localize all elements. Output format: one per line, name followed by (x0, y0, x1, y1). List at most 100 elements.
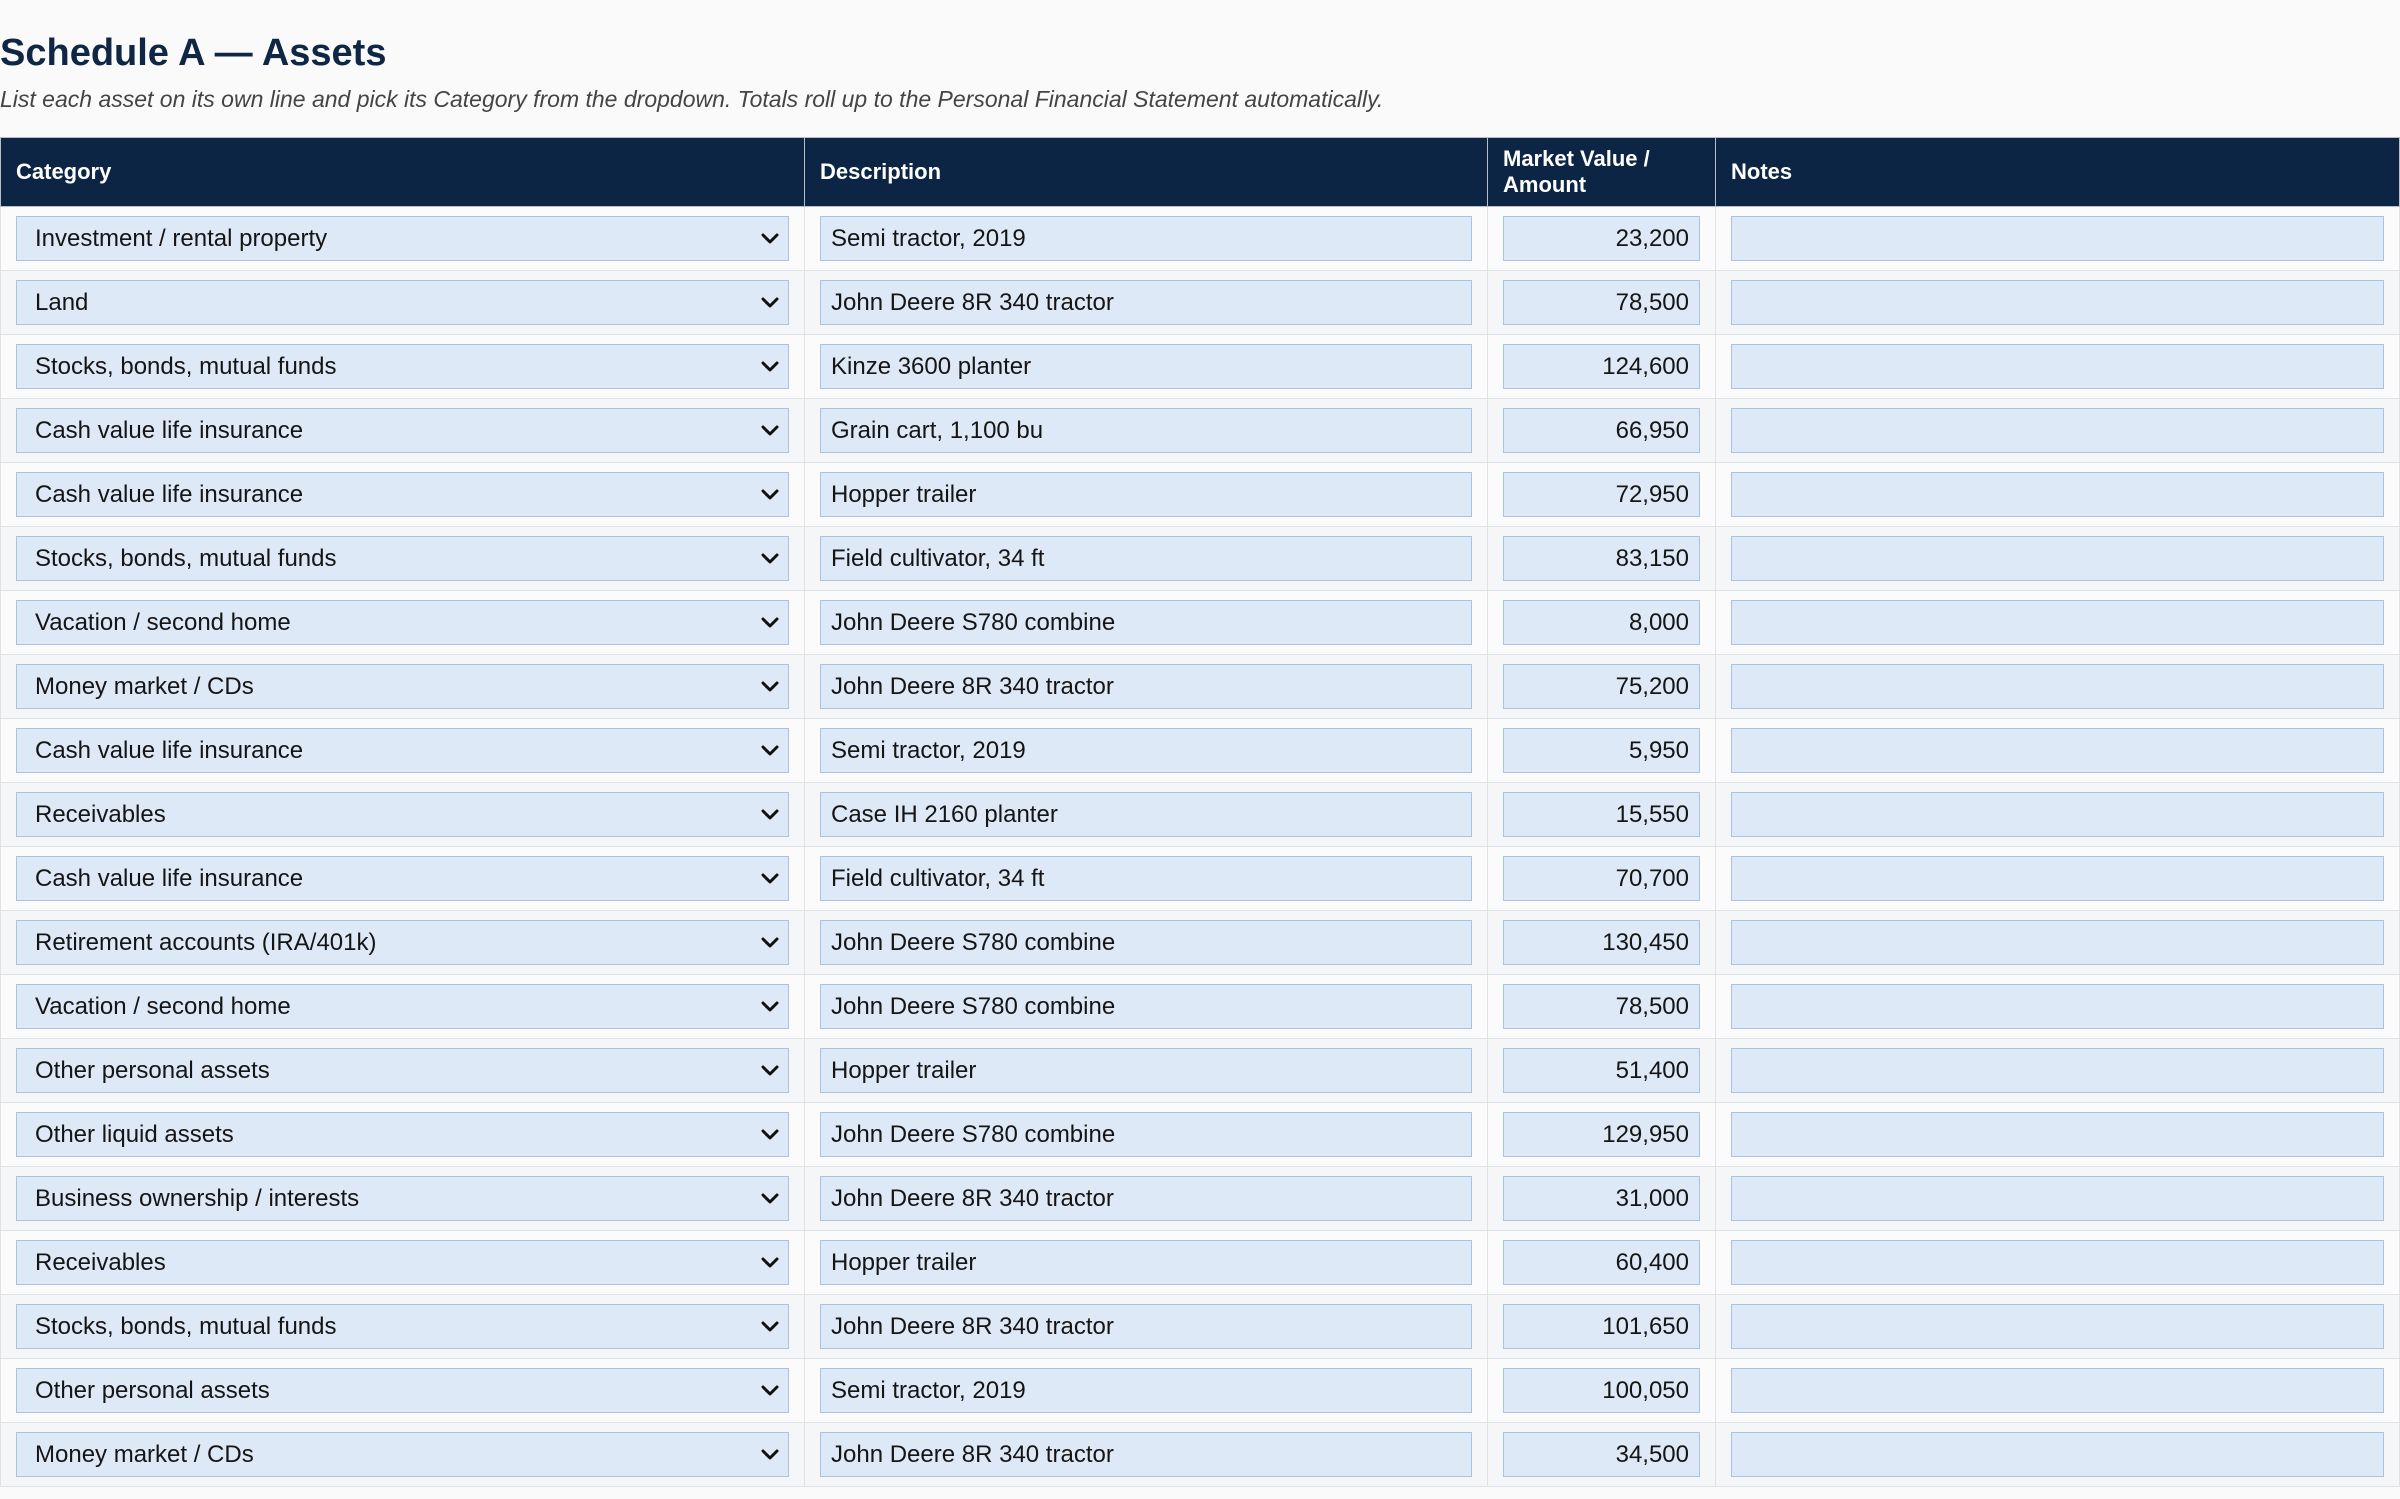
description-input[interactable]: Hopper trailer (820, 1240, 1472, 1285)
description-input[interactable]: Semi tractor, 2019 (820, 1368, 1472, 1413)
amount-input[interactable]: 8,000 (1503, 600, 1700, 645)
chevron-down-icon[interactable] (758, 281, 782, 324)
amount-input[interactable]: 100,050 (1503, 1368, 1700, 1413)
chevron-down-icon[interactable] (758, 793, 782, 836)
category-select[interactable]: Stocks, bonds, mutual funds (16, 536, 789, 581)
category-select[interactable]: Other personal assets (16, 1048, 789, 1093)
amount-input[interactable]: 66,950 (1503, 408, 1700, 453)
chevron-down-icon[interactable] (758, 1177, 782, 1220)
amount-input[interactable]: 31,000 (1503, 1176, 1700, 1221)
chevron-down-icon[interactable] (758, 729, 782, 772)
description-input[interactable]: John Deere S780 combine (820, 600, 1472, 645)
chevron-down-icon[interactable] (758, 409, 782, 452)
category-select[interactable]: Money market / CDs (16, 1432, 789, 1477)
category-select[interactable]: Receivables (16, 792, 789, 837)
chevron-down-icon[interactable] (758, 601, 782, 644)
description-input[interactable]: John Deere S780 combine (820, 984, 1472, 1029)
chevron-down-icon[interactable] (758, 921, 782, 964)
amount-input[interactable]: 70,700 (1503, 856, 1700, 901)
category-select[interactable]: Money market / CDs (16, 664, 789, 709)
amount-input[interactable]: 78,500 (1503, 280, 1700, 325)
category-select[interactable]: Land (16, 280, 789, 325)
description-input[interactable]: Kinze 3600 planter (820, 344, 1472, 389)
category-select[interactable]: Cash value life insurance (16, 472, 789, 517)
category-select[interactable]: Investment / rental property (16, 216, 789, 261)
notes-input[interactable] (1731, 1112, 2384, 1157)
amount-input[interactable]: 51,400 (1503, 1048, 1700, 1093)
notes-input[interactable] (1731, 280, 2384, 325)
category-select[interactable]: Receivables (16, 1240, 789, 1285)
notes-input[interactable] (1731, 856, 2384, 901)
category-select[interactable]: Vacation / second home (16, 600, 789, 645)
category-select[interactable]: Cash value life insurance (16, 408, 789, 453)
category-select[interactable]: Retirement accounts (IRA/401k) (16, 920, 789, 965)
amount-input[interactable]: 75,200 (1503, 664, 1700, 709)
amount-input[interactable]: 23,200 (1503, 216, 1700, 261)
notes-input[interactable] (1731, 920, 2384, 965)
notes-input[interactable] (1731, 664, 2384, 709)
description-input[interactable]: Semi tractor, 2019 (820, 728, 1472, 773)
description-input[interactable]: Field cultivator, 34 ft (820, 536, 1472, 581)
description-input[interactable]: Grain cart, 1,100 bu (820, 408, 1472, 453)
chevron-down-icon[interactable] (758, 665, 782, 708)
amount-input[interactable]: 129,950 (1503, 1112, 1700, 1157)
description-input[interactable]: John Deere 8R 340 tractor (820, 280, 1472, 325)
chevron-down-icon[interactable] (758, 473, 782, 516)
description-input[interactable]: Hopper trailer (820, 472, 1472, 517)
notes-input[interactable] (1731, 1368, 2384, 1413)
amount-input[interactable]: 5,950 (1503, 728, 1700, 773)
category-select[interactable]: Other personal assets (16, 1368, 789, 1413)
category-select[interactable]: Other liquid assets (16, 1112, 789, 1157)
amount-input[interactable]: 15,550 (1503, 792, 1700, 837)
notes-input[interactable] (1731, 1304, 2384, 1349)
description-input[interactable]: John Deere 8R 340 tractor (820, 1432, 1472, 1477)
notes-input[interactable] (1731, 792, 2384, 837)
chevron-down-icon[interactable] (758, 857, 782, 900)
chevron-down-icon[interactable] (758, 1113, 782, 1156)
amount-input[interactable]: 130,450 (1503, 920, 1700, 965)
description-input[interactable]: John Deere S780 combine (820, 920, 1472, 965)
notes-input[interactable] (1731, 536, 2384, 581)
description-input[interactable]: John Deere 8R 340 tractor (820, 1176, 1472, 1221)
notes-input[interactable] (1731, 600, 2384, 645)
category-select[interactable]: Vacation / second home (16, 984, 789, 1029)
description-input[interactable]: Field cultivator, 34 ft (820, 856, 1472, 901)
chevron-down-icon[interactable] (758, 217, 782, 260)
amount-input[interactable]: 83,150 (1503, 536, 1700, 581)
amount-input[interactable]: 101,650 (1503, 1304, 1700, 1349)
notes-input[interactable] (1731, 1240, 2384, 1285)
chevron-down-icon[interactable] (758, 1305, 782, 1348)
amount-input[interactable]: 78,500 (1503, 984, 1700, 1029)
description-input[interactable]: John Deere S780 combine (820, 1112, 1472, 1157)
chevron-down-icon[interactable] (758, 985, 782, 1028)
chevron-down-icon[interactable] (758, 1049, 782, 1092)
category-select[interactable]: Stocks, bonds, mutual funds (16, 1304, 789, 1349)
chevron-down-icon[interactable] (758, 1433, 782, 1476)
chevron-down-icon[interactable] (758, 537, 782, 580)
amount-input[interactable]: 124,600 (1503, 344, 1700, 389)
notes-input[interactable] (1731, 408, 2384, 453)
amount-input[interactable]: 60,400 (1503, 1240, 1700, 1285)
amount-input[interactable]: 72,950 (1503, 472, 1700, 517)
chevron-down-icon[interactable] (758, 1369, 782, 1412)
description-input[interactable]: John Deere 8R 340 tractor (820, 1304, 1472, 1349)
category-select[interactable]: Cash value life insurance (16, 856, 789, 901)
notes-input[interactable] (1731, 472, 2384, 517)
notes-input[interactable] (1731, 1048, 2384, 1093)
description-input[interactable]: Hopper trailer (820, 1048, 1472, 1093)
notes-input[interactable] (1731, 216, 2384, 261)
notes-input[interactable] (1731, 1176, 2384, 1221)
category-select[interactable]: Business ownership / interests (16, 1176, 789, 1221)
notes-input[interactable] (1731, 344, 2384, 389)
category-select[interactable]: Cash value life insurance (16, 728, 789, 773)
description-input[interactable]: Case IH 2160 planter (820, 792, 1472, 837)
chevron-down-icon[interactable] (758, 345, 782, 388)
description-input[interactable]: John Deere 8R 340 tractor (820, 664, 1472, 709)
chevron-down-icon[interactable] (758, 1241, 782, 1284)
description-input[interactable]: Semi tractor, 2019 (820, 216, 1472, 261)
notes-input[interactable] (1731, 1432, 2384, 1477)
notes-input[interactable] (1731, 984, 2384, 1029)
category-select[interactable]: Stocks, bonds, mutual funds (16, 344, 789, 389)
amount-input[interactable]: 34,500 (1503, 1432, 1700, 1477)
notes-input[interactable] (1731, 728, 2384, 773)
